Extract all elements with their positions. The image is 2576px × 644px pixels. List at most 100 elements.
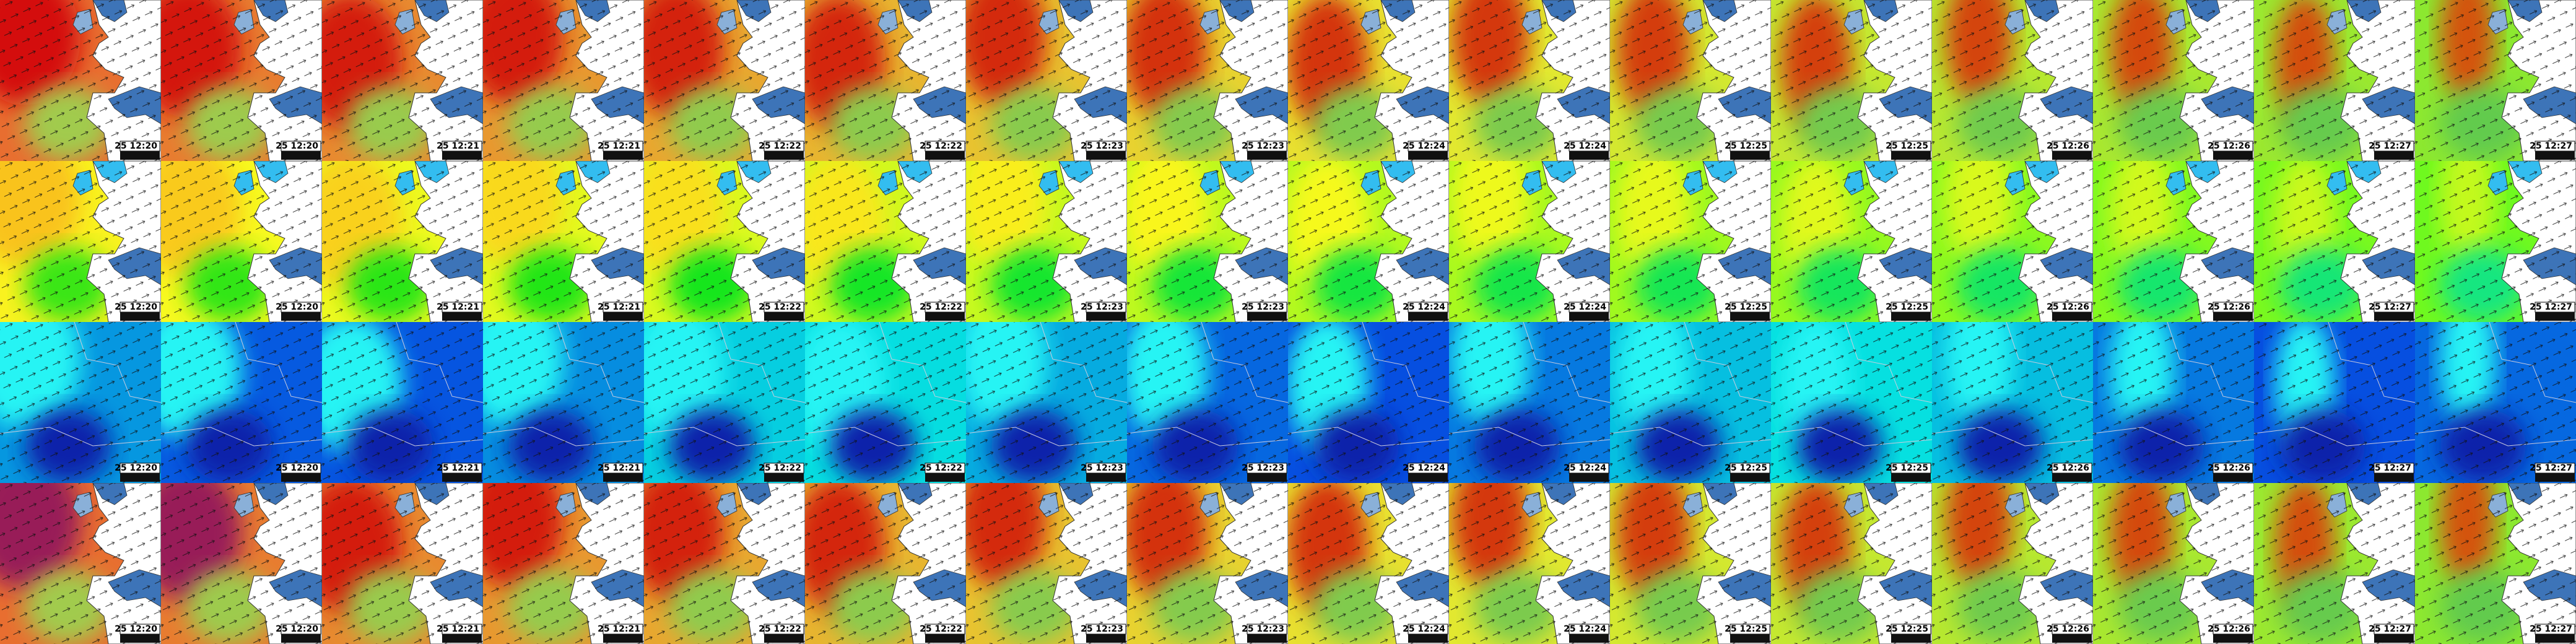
tile-content [161,483,322,644]
map-tile: 25 12:26 [1932,322,2093,483]
tile-content [2254,483,2415,644]
map-tile: 25 12:23 [1127,322,1288,483]
map-tile: 25 12:22 [805,161,966,322]
legend-box [2213,312,2253,321]
legend-box [281,634,321,643]
timestamp: 25 12:24 [1403,141,1445,151]
wind-arrows [2254,322,2415,483]
timestamp: 25 12:23 [1081,302,1123,312]
tile-content [483,483,644,644]
legend-box [764,634,804,643]
wind-arrows [2254,483,2415,644]
tile-content [2093,483,2254,644]
legend-box [1891,473,1931,482]
wind-arrows [805,483,966,644]
timestamp: 25 12:23 [1081,141,1123,151]
timestamp: 25 12:22 [920,141,962,151]
wind-arrows [0,322,161,483]
map-tile: 25 12:21 [322,483,483,644]
legend-box [2535,151,2575,160]
tile-content [1288,483,1449,644]
legend-box [1408,473,1448,482]
map-tile: 25 12:21 [483,161,644,322]
map-tile: 25 12:23 [1127,483,1288,644]
timestamp: 25 12:21 [598,141,640,151]
map-tile: 25 12:24 [1288,161,1449,322]
wind-arrows [2415,0,2576,161]
tile-content [161,0,322,161]
map-tile: 25 12:25 [1771,322,1932,483]
tile-content [966,322,1127,483]
tile-content [644,161,805,322]
legend-box [925,312,965,321]
legend-box [603,634,643,643]
tile-content [1449,483,1610,644]
timestamp: 25 12:26 [2047,141,2089,151]
legend-box [1569,151,1609,160]
timestamp: 25 12:22 [759,624,801,634]
wind-arrows [805,0,966,161]
legend-box [603,473,643,482]
map-tile: 25 12:22 [644,0,805,161]
wind-arrows [2093,161,2254,322]
wind-arrows [1610,161,1771,322]
wind-arrows [2415,161,2576,322]
tile-content [483,0,644,161]
timestamp: 25 12:20 [115,141,157,151]
tile-content [322,483,483,644]
wind-arrows [2415,483,2576,644]
map-tile: 25 12:22 [644,483,805,644]
wind-arrows [2093,0,2254,161]
tile-content [1288,0,1449,161]
timestamp: 25 12:26 [2208,463,2250,473]
timestamp: 25 12:23 [1242,302,1284,312]
legend-box [1569,312,1609,321]
tile-content [0,322,161,483]
wind-arrows [1771,0,1932,161]
legend-box [2213,634,2253,643]
legend-box [1730,473,1770,482]
wind-arrows [483,322,644,483]
legend-box [1408,634,1448,643]
tile-content [1932,161,2093,322]
legend-box [2535,312,2575,321]
timestamp: 25 12:20 [276,302,318,312]
legend-box [2535,634,2575,643]
wind-arrows [805,161,966,322]
map-tile: 25 12:26 [2093,322,2254,483]
tile-content [1932,322,2093,483]
wind-arrows [0,483,161,644]
timestamp: 25 12:21 [598,463,640,473]
map-tile: 25 12:20 [0,322,161,483]
tile-content [805,161,966,322]
tile-content [1288,161,1449,322]
timestamp: 25 12:22 [759,141,801,151]
tile-content [2254,161,2415,322]
map-tile: 25 12:24 [1449,0,1610,161]
legend-box [1730,634,1770,643]
map-tile: 25 12:20 [0,0,161,161]
wind-arrows [161,322,322,483]
tile-content [0,161,161,322]
wind-arrows [1449,483,1610,644]
wind-arrows [0,0,161,161]
wind-arrows [1932,0,2093,161]
tile-content [2254,0,2415,161]
tile-content [966,483,1127,644]
tile-content [0,0,161,161]
tile-content [1288,322,1449,483]
wind-arrows [1932,322,2093,483]
legend-box [2052,312,2092,321]
map-tile: 25 12:22 [805,322,966,483]
legend-box [1569,473,1609,482]
wind-arrows [161,0,322,161]
timestamp: 25 12:23 [1081,463,1123,473]
legend-box [1891,151,1931,160]
wind-arrows [1610,322,1771,483]
tile-content [1449,161,1610,322]
timestamp: 25 12:26 [2208,302,2250,312]
legend-box [764,151,804,160]
map-tile: 25 12:27 [2415,0,2576,161]
timestamp: 25 12:26 [2208,141,2250,151]
